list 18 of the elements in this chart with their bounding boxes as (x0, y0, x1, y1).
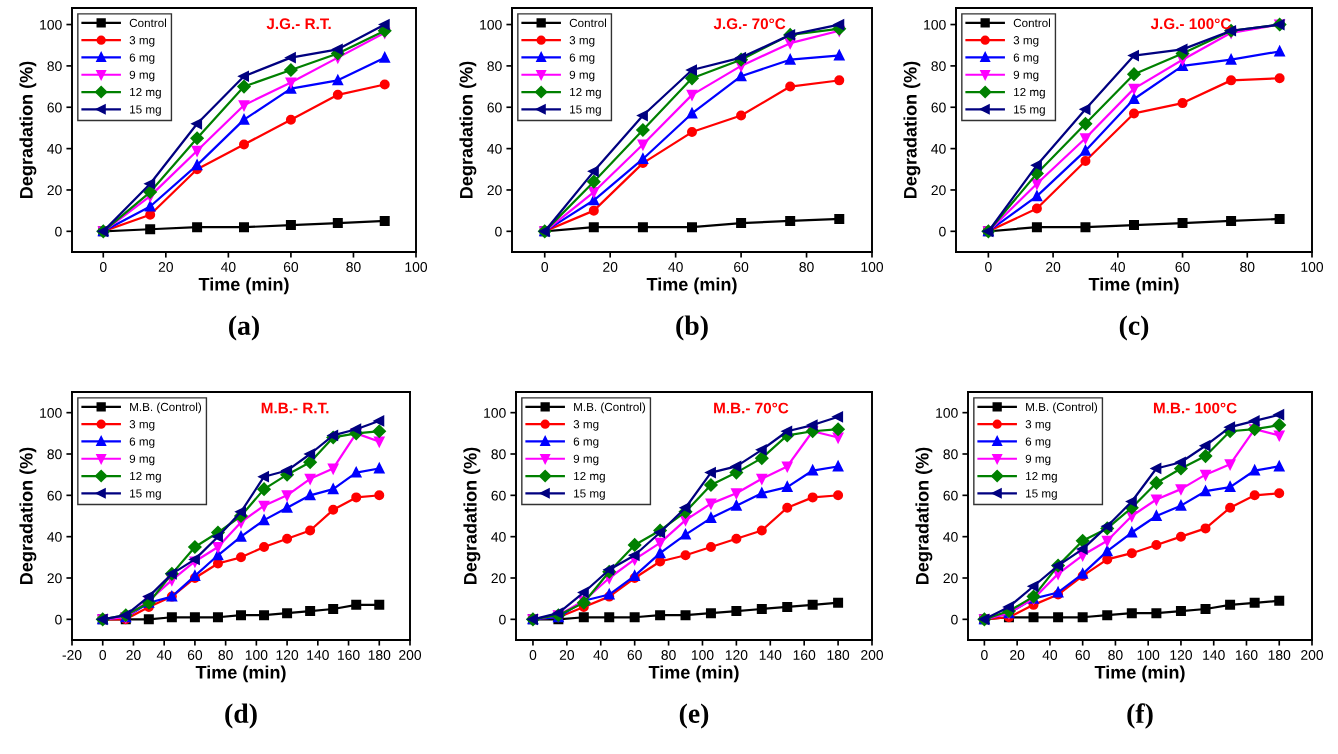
y-axis-title: Degradation (%) (459, 61, 477, 198)
text: (f) (1127, 703, 1153, 729)
text: (a) (229, 315, 259, 341)
text: (d) (225, 703, 257, 729)
y-axis-title: Degradation (%) (463, 447, 481, 584)
x-axis-title: Time (min) (1094, 665, 1185, 683)
y-axis-title: Degradation (%) (903, 61, 921, 198)
y-axis-title: Degradation (%) (19, 61, 37, 198)
y-axis-title: Degradation (%) (915, 447, 933, 584)
x-axis-title: Time (min) (646, 277, 737, 295)
x-axis-title: Time (min) (195, 665, 286, 683)
text: (c) (1119, 315, 1149, 341)
x-axis-title: Time (min) (648, 665, 739, 683)
y-axis-title: Degradation (%) (19, 447, 37, 584)
text: (b) (676, 315, 708, 341)
x-axis-title: Time (min) (1088, 277, 1179, 295)
x-axis-title: Time (min) (198, 277, 289, 295)
text: (e) (679, 703, 709, 729)
